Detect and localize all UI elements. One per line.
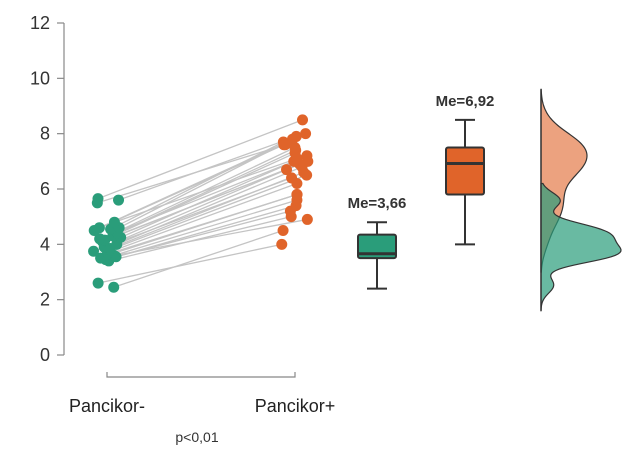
median-label-pancikor-minus: Me=3,66 [348, 195, 407, 212]
pair-line [116, 166, 303, 245]
point-pancikor-minus [108, 216, 120, 228]
points-pancikor-plus [276, 114, 314, 250]
median-label-pancikor-plus: Me=6,92 [436, 93, 495, 110]
pair-line [114, 157, 298, 223]
half-violins [540, 88, 622, 312]
pair-line [97, 243, 282, 284]
x-label-pancikor-plus: Pancikor+ [255, 396, 336, 416]
point-pancikor-plus [279, 139, 291, 151]
point-pancikor-plus [300, 128, 312, 140]
point-pancikor-plus [281, 164, 293, 176]
pair-line [107, 193, 298, 255]
pair-line [115, 204, 297, 258]
x-label-pancikor-minus: Pancikor- [69, 396, 145, 416]
pair-line [109, 171, 304, 250]
point-pancikor-minus [113, 194, 125, 206]
x-axis: Pancikor- Pancikor+ [69, 372, 335, 416]
y-tick-label: 0 [40, 345, 50, 365]
pair-line [118, 138, 293, 229]
point-pancikor-plus [301, 213, 313, 225]
point-pancikor-minus [88, 245, 100, 257]
point-pancikor-plus [277, 225, 289, 236]
y-tick-label: 12 [30, 13, 50, 33]
pair-line [104, 160, 309, 241]
pair-line [97, 119, 303, 200]
violin-pancikor-minus [540, 182, 622, 312]
point-pancikor-minus [93, 222, 105, 234]
pair-line [113, 229, 284, 288]
point-pancikor-plus [291, 189, 303, 201]
point-pancikor-plus [286, 172, 298, 184]
y-tick-label: 2 [40, 290, 50, 310]
pair-line [109, 174, 307, 251]
point-pancikor-minus [92, 193, 104, 205]
pair-line [116, 149, 296, 234]
pair-line [118, 135, 297, 201]
point-pancikor-plus [297, 114, 309, 126]
points-pancikor-minus [88, 193, 127, 293]
box-plots [357, 118, 485, 290]
pair-line [113, 199, 298, 257]
pair-line [107, 182, 298, 254]
y-axis: 0 2 4 6 8 10 12 [30, 13, 65, 365]
pair-line [112, 152, 296, 237]
point-pancikor-plus [289, 142, 301, 153]
point-pancikor-plus [291, 153, 303, 165]
pair-lines [93, 119, 309, 288]
p-value-label: p<0,01 [175, 429, 218, 445]
y-tick-label: 6 [40, 179, 50, 199]
pair-line [120, 155, 308, 239]
pair-line [108, 216, 292, 262]
pair-line [103, 169, 287, 248]
x-axis-bracket [106, 372, 296, 378]
point-pancikor-minus [92, 277, 104, 289]
point-pancikor-plus [301, 150, 313, 162]
y-tick-label: 8 [40, 124, 50, 144]
point-pancikor-plus [290, 130, 302, 142]
y-tick-label: 4 [40, 234, 50, 254]
y-ticks: 0 2 4 6 8 10 12 [30, 13, 64, 365]
point-pancikor-minus [94, 233, 106, 245]
box-pancikor-plus [445, 146, 485, 196]
point-pancikor-minus [108, 281, 120, 293]
y-tick-label: 10 [30, 68, 50, 88]
point-pancikor-plus [276, 238, 288, 250]
